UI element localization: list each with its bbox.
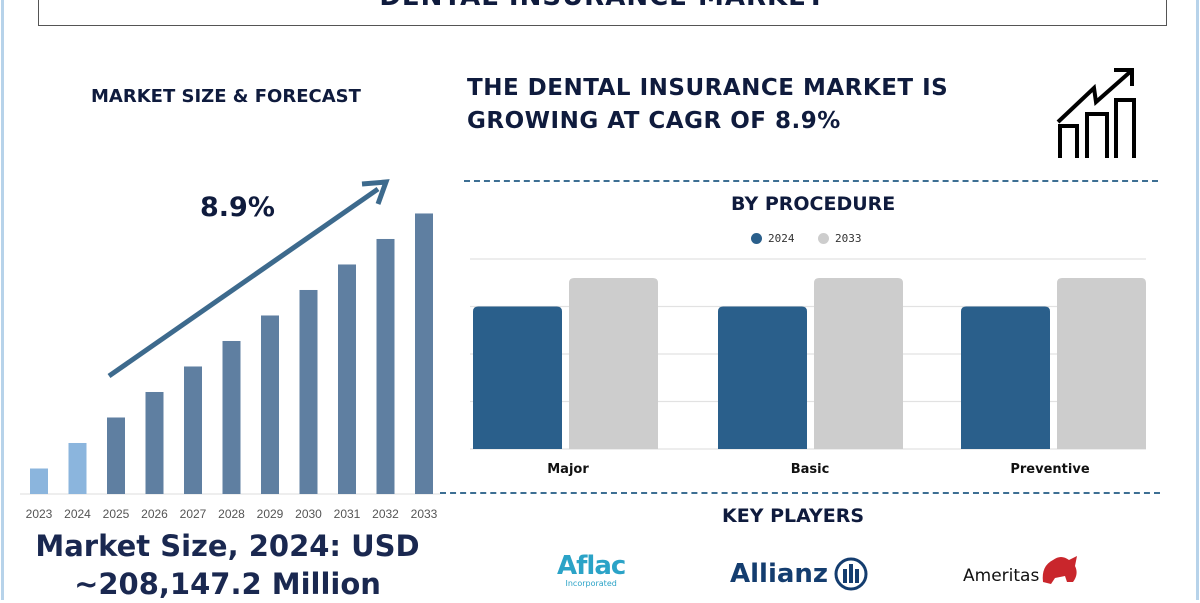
market-forecast-chart: 2023 2024 2025 2026 2027 2028 2029 2030 2031 2032… bbox=[20, 179, 440, 521]
x-tick-label: 2033 bbox=[411, 507, 438, 521]
divider-bottom bbox=[440, 492, 1160, 494]
cagr-annotation: 8.9% bbox=[200, 192, 275, 223]
bar-2029 bbox=[261, 315, 279, 494]
bar-basic-2033 bbox=[814, 278, 903, 449]
bar-2032 bbox=[376, 238, 395, 494]
bar-basic-2024 bbox=[718, 306, 807, 449]
x-tick-label: 2023 bbox=[26, 507, 53, 521]
procedure-chart-title: BY PROCEDURE bbox=[731, 193, 896, 215]
category-label: Major bbox=[547, 462, 589, 477]
bar-2033 bbox=[415, 213, 433, 494]
bar-2025 bbox=[107, 417, 125, 494]
x-tick-label: 2024 bbox=[64, 507, 91, 521]
cagr-headline: THE DENTAL INSURANCE MARKET IS GROWING A… bbox=[467, 72, 948, 138]
market-size-heading: MARKET SIZE & FORECAST bbox=[91, 86, 361, 107]
bar-preventive-2024 bbox=[961, 306, 1050, 449]
aflac-logo: Aflac Incorporated bbox=[557, 551, 626, 588]
x-tick-label: 2029 bbox=[257, 507, 284, 521]
allianz-eagle-icon bbox=[834, 557, 868, 591]
legend-dot bbox=[751, 233, 762, 244]
x-tick-label: 2031 bbox=[334, 507, 361, 521]
category-label: Basic bbox=[790, 462, 830, 477]
x-tick-label: 2025 bbox=[103, 507, 130, 521]
bar-2028 bbox=[222, 340, 241, 494]
left-border bbox=[1, 0, 4, 600]
ameritas-logo: Ameritas bbox=[963, 552, 1081, 588]
bar-2030 bbox=[299, 289, 318, 494]
bar-major-2033 bbox=[569, 278, 658, 449]
market-size-line2: ~208,147.2 Million bbox=[74, 567, 381, 601]
aflac-sub: Incorporated bbox=[565, 579, 617, 588]
bar-2031 bbox=[338, 264, 356, 494]
x-tick-label: 2027 bbox=[180, 507, 207, 521]
x-tick-label: 2026 bbox=[141, 507, 168, 521]
legend-label: 2033 bbox=[835, 232, 862, 245]
allianz-name: Allianz bbox=[730, 559, 829, 589]
headline-line2: GROWING AT CAGR OF 8.9% bbox=[467, 108, 841, 134]
bar-2024 bbox=[68, 442, 87, 494]
market-size-line1: Market Size, 2024: USD bbox=[35, 529, 420, 563]
divider-top bbox=[464, 180, 1158, 182]
growth-arrow bbox=[107, 186, 380, 379]
bison-icon bbox=[1043, 556, 1078, 584]
growth-arrow-head bbox=[361, 179, 390, 205]
legend-dot bbox=[818, 233, 829, 244]
growth-chart-icon bbox=[1056, 68, 1136, 158]
legend-label: 2024 bbox=[768, 232, 795, 245]
title-banner: DENTAL INSURANCE MARKET bbox=[38, 0, 1167, 26]
key-players-heading: KEY PLAYERS bbox=[722, 505, 865, 527]
x-tick-label: 2028 bbox=[218, 507, 245, 521]
headline-line1: THE DENTAL INSURANCE MARKET IS bbox=[467, 75, 949, 101]
x-tick-label: 2030 bbox=[295, 507, 322, 521]
market-size-text: Market Size, 2024: USD ~208,147.2 Millio… bbox=[0, 527, 455, 603]
bar-2023 bbox=[30, 468, 48, 494]
x-tick-label: 2032 bbox=[372, 507, 399, 521]
right-border bbox=[1196, 0, 1199, 600]
legend-2024: 2024 bbox=[751, 232, 795, 245]
aflac-name: Aflac bbox=[557, 551, 626, 581]
page-title: DENTAL INSURANCE MARKET bbox=[379, 0, 825, 12]
bar-major-2024 bbox=[473, 306, 562, 449]
ameritas-name: Ameritas bbox=[963, 566, 1040, 586]
allianz-logo: Allianz bbox=[730, 556, 869, 592]
bar-2027 bbox=[184, 366, 202, 494]
category-label: Preventive bbox=[1010, 462, 1090, 477]
bar-preventive-2033 bbox=[1057, 278, 1146, 449]
procedure-chart bbox=[470, 258, 1146, 450]
legend-2033: 2033 bbox=[818, 232, 862, 245]
bar-2026 bbox=[145, 391, 164, 494]
